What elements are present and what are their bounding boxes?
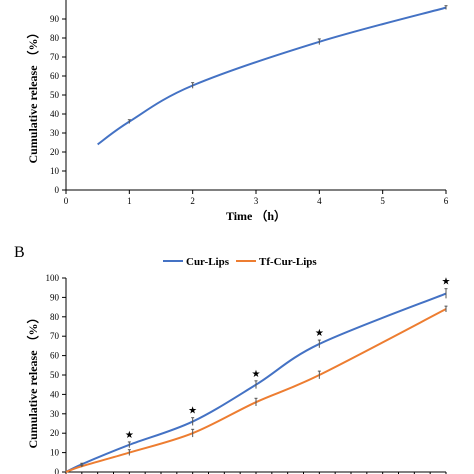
y-tick-label: 100 <box>46 273 60 283</box>
y-tick-label: 70 <box>50 331 60 341</box>
significance-star: ★ <box>442 277 451 288</box>
x-ticks: 0 1 2 3 4 5 6 <box>64 190 449 206</box>
series-line-release <box>97 6 447 146</box>
y-tick-label: 10 <box>50 166 60 176</box>
y-tick-label: 60 <box>50 351 60 361</box>
y-tick-label: 80 <box>50 312 60 322</box>
x-tick-label: 6 <box>444 196 449 206</box>
y-tick-label: 30 <box>50 409 60 419</box>
y-tick-label: 60 <box>50 71 60 81</box>
y-tick-label: 90 <box>50 292 60 302</box>
y-tick-label: 70 <box>50 52 60 62</box>
y-tick-label: 40 <box>50 109 60 119</box>
x-tick-label: 0 <box>64 196 69 206</box>
series-group <box>65 288 448 473</box>
legend-label-cur-lips: Cur-Lips <box>186 256 230 268</box>
y-tick-label: 50 <box>50 90 60 100</box>
series-line-tf-cur-lips <box>65 308 447 473</box>
x-tick-label: 1 <box>127 196 132 206</box>
y-ticks: 0 10 20 30 40 50 60 70 80 90 <box>50 14 66 195</box>
y-tick-label: 40 <box>50 389 60 399</box>
y-tick-label: 80 <box>50 33 60 43</box>
y-tick-label: 30 <box>50 128 60 138</box>
x-tick-label: 3 <box>254 196 259 206</box>
y-axis-title: Cumulative release （%） <box>25 311 40 448</box>
significance-markers: ★ ★ ★ ★ ★ <box>125 277 451 441</box>
x-tick-label: 2 <box>190 196 195 206</box>
significance-star: ★ <box>315 328 324 339</box>
chart-panel-b: B 0 10 20 30 40 50 60 70 80 90 100 0 ★ ★ ★ ★ ★ Cur-Lip… <box>14 244 451 474</box>
significance-star: ★ <box>188 406 197 417</box>
y-ticks: 0 10 20 30 40 50 60 70 80 90 100 <box>46 273 66 474</box>
series-group <box>97 5 448 146</box>
series-line-cur-lips <box>65 292 447 473</box>
y-axis-title: Cumulative release （%） <box>25 26 40 163</box>
panel-letter: B <box>14 244 25 261</box>
y-tick-label: 90 <box>50 14 60 24</box>
y-tick-label: 20 <box>50 428 60 438</box>
y-tick-label: 50 <box>50 370 60 380</box>
legend: Cur-Lips Tf-Cur-Lips <box>163 256 317 268</box>
significance-star: ★ <box>252 369 261 380</box>
x-axis-title: Time （h） <box>226 208 286 223</box>
x-tick-label: 4 <box>317 196 322 206</box>
y-tick-label: 10 <box>50 448 60 458</box>
significance-star: ★ <box>125 430 134 441</box>
x-ticks: 0 <box>65 472 447 474</box>
chart-panel-a: 0 10 20 30 40 50 60 70 80 90 0 1 2 3 4 5 6 Time （h） Cum… <box>25 0 449 223</box>
legend-label-tf-cur-lips: Tf-Cur-Lips <box>259 256 317 268</box>
y-tick-label: 20 <box>50 147 60 157</box>
y-tick-label: 0 <box>55 467 60 474</box>
y-tick-label: 0 <box>55 185 60 195</box>
x-tick-label: 5 <box>380 196 385 206</box>
